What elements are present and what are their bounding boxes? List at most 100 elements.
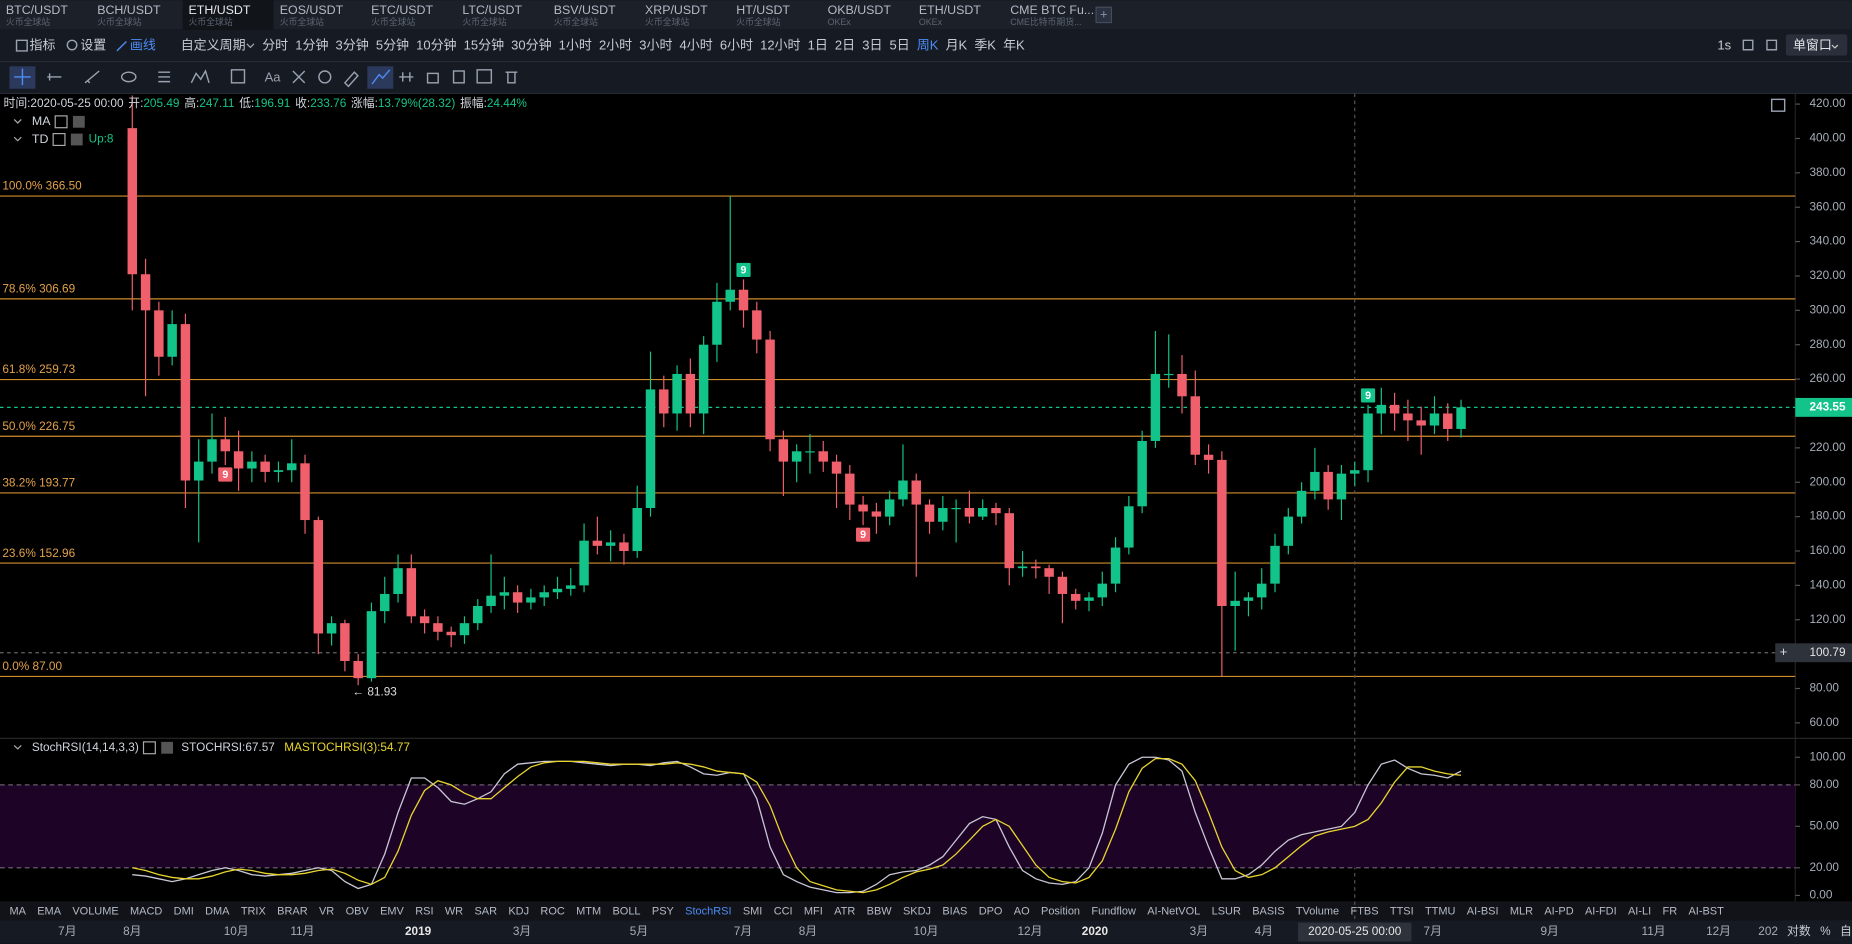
period[interactable]: 1小时 [559,38,592,53]
window-icons[interactable] [1742,39,1778,51]
add-tab-button[interactable] [1095,6,1113,24]
stoch-settings[interactable] [142,741,156,755]
add-tab-icon[interactable]: + [1100,6,1108,21]
crosshair-tool[interactable] [14,68,31,86]
period[interactable]: 3小时 [639,38,672,53]
period[interactable]: 月K [946,38,968,53]
indicator[interactable]: AO [1014,905,1030,917]
period[interactable]: 分时 [262,38,288,53]
axis-mode[interactable]: 自动 [1840,924,1852,938]
tab-name[interactable]: ETC/USDT [371,3,433,17]
indicator[interactable]: AI-LI [1628,905,1651,917]
indicator[interactable]: OBV [346,905,370,917]
indicator[interactable]: VOLUME [72,905,118,917]
indicator[interactable]: KDJ [508,905,529,917]
indicator[interactable]: FR [1663,905,1678,917]
indicator[interactable]: AI-BSI [1467,905,1499,917]
indicator[interactable]: MA [9,905,26,917]
indicator[interactable]: DMI [174,905,194,917]
period[interactable]: 1分钟 [295,38,328,53]
period[interactable]: 季K [974,38,996,53]
indicator[interactable]: Position [1041,905,1080,917]
tab-name[interactable]: BCH/USDT [97,3,161,17]
erase-tool[interactable] [318,70,332,84]
indicator[interactable]: MACD [130,905,162,917]
period[interactable]: 4小时 [680,38,713,53]
draw-icon[interactable] [116,40,127,52]
lock-tool[interactable] [399,72,414,82]
measure-tool[interactable] [230,69,246,84]
indicator[interactable]: EMV [380,905,404,917]
indicator[interactable]: AI-NetVOL [1147,905,1200,917]
delete-tool[interactable] [505,71,518,84]
indicator[interactable]: TTMU [1425,905,1456,917]
settings-button[interactable]: 设置 [80,38,106,53]
stoch-close[interactable] [161,741,174,754]
tab-name[interactable]: EOS/USDT [280,3,344,17]
indicator[interactable]: FTBS [1351,905,1379,917]
indicator[interactable]: BRAR [277,905,308,917]
indicator[interactable]: TRIX [241,905,267,917]
period[interactable]: 5分钟 [376,38,409,53]
hline-tool[interactable] [47,73,62,81]
overlay-close[interactable] [72,115,85,128]
indicator[interactable]: BASIS [1252,905,1284,917]
overlay-settings[interactable] [52,133,66,147]
indicator[interactable]: DPO [979,905,1003,917]
trendline-tool[interactable] [84,70,100,84]
tab-name[interactable]: XRP/USDT [645,3,708,17]
period[interactable]: 1日 [808,38,828,53]
tab-name[interactable]: ETH/USDT [189,3,251,17]
tab-name[interactable]: OKB/USDT [828,3,892,17]
indicator[interactable]: BOLL [612,905,640,917]
ellipse-tool[interactable] [120,71,137,83]
draw-button[interactable]: 画线 [130,38,156,53]
tab-name[interactable]: LTC/USDT [462,3,522,17]
indicator[interactable]: MTM [576,905,601,917]
tab-name[interactable]: BSV/USDT [554,3,616,17]
period[interactable]: 15分钟 [464,38,504,53]
indicator[interactable]: MLR [1510,905,1533,917]
period[interactable]: 3分钟 [336,38,369,53]
indicator[interactable]: TTSI [1390,905,1414,917]
indicator[interactable]: AI-BST [1688,905,1724,917]
magnet-tool[interactable] [371,69,391,85]
indicator[interactable]: LSUR [1212,905,1241,917]
indicators-button[interactable]: 指标 [30,38,56,53]
tab-name[interactable]: CME BTC Fu... [1010,3,1094,17]
window-mode[interactable]: 单窗口 [1793,38,1832,53]
indicator[interactable]: SAR [474,905,497,917]
period[interactable]: 10分钟 [416,38,456,53]
interval[interactable]: 1s [1717,38,1731,53]
indicator[interactable]: DMA [205,905,230,917]
tab-name[interactable]: BTC/USDT [6,3,68,17]
indicator[interactable]: SMI [743,905,763,917]
period[interactable]: 5日 [890,38,910,53]
hide-tool[interactable] [426,72,439,84]
indicator[interactable]: CCI [774,905,793,917]
tab-name[interactable]: ETH/USDT [919,3,981,17]
indicator[interactable]: VR [319,905,334,917]
period[interactable]: 2小时 [599,38,632,53]
period[interactable]: 年K [1003,38,1025,53]
indicator[interactable]: PSY [652,905,675,917]
indicator[interactable]: MFI [804,905,823,917]
axis-mode[interactable]: 对数 [1787,924,1811,938]
indicator[interactable]: RSI [415,905,433,917]
edit-tool[interactable] [476,69,493,84]
indicator[interactable]: ROC [540,905,564,917]
period[interactable]: 2日 [835,38,855,53]
indicator[interactable]: TVolume [1296,905,1339,917]
indicator[interactable]: Fundflow [1091,905,1136,917]
indicator[interactable]: EMA [37,905,61,917]
toolbar-icons[interactable] [15,39,78,52]
chart-settings-icon[interactable] [1770,98,1786,112]
overlay-close[interactable] [70,133,83,146]
fib-tool[interactable] [158,71,171,83]
period[interactable]: 12小时 [760,38,800,53]
indicator[interactable]: ATR [834,905,855,917]
tab-name[interactable]: HT/USDT [736,3,790,17]
indicator[interactable]: AI-PD [1544,905,1573,917]
period[interactable]: 30分钟 [511,38,551,53]
pattern-tool[interactable] [190,69,210,84]
